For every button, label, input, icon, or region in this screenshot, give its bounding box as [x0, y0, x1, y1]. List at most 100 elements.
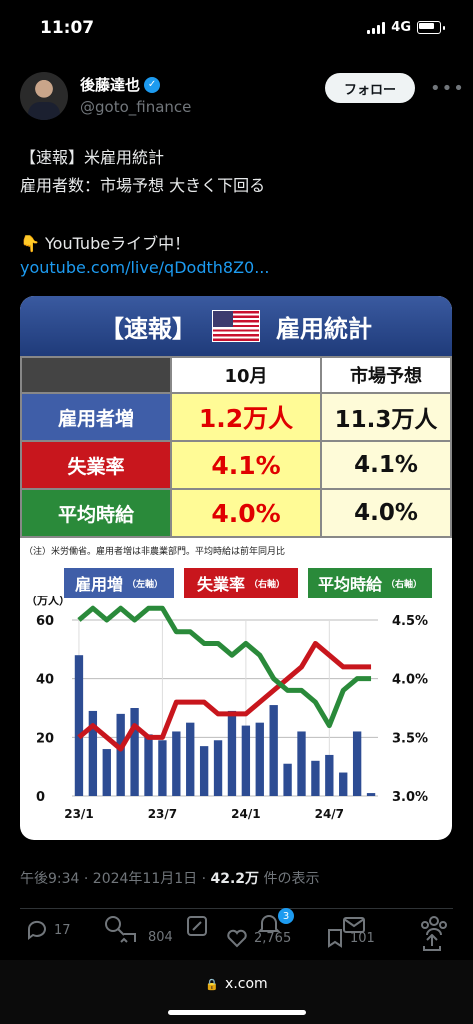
row-label: 平均時給 [20, 488, 172, 538]
tweet-live-line: 👇 YouTubeライブ中！ [20, 234, 191, 253]
retweet-count: 804 [148, 929, 173, 945]
follow-button[interactable]: フォロー [325, 73, 415, 103]
author-name-row[interactable]: 後藤達也 ✓ [80, 74, 161, 95]
lock-icon: 🔒 [205, 977, 220, 991]
avatar[interactable] [20, 72, 68, 120]
like-count: 2,765 [254, 930, 292, 946]
compose-button[interactable] [186, 915, 208, 941]
youtube-link[interactable]: youtube.com/live/qDodth8Z0... [20, 258, 270, 277]
left-unit-label: （万人） [26, 596, 70, 607]
tweet-line-1: 【速報】米雇用統計 [20, 148, 165, 167]
reply-button[interactable]: 17 [26, 920, 71, 940]
more-options-icon[interactable]: ••• [430, 78, 465, 99]
legend-axis: （左軸） [127, 579, 164, 590]
author-name[interactable]: 後藤達也 [80, 76, 141, 94]
communities-button[interactable] [420, 915, 448, 941]
notifications-button[interactable]: 3 [257, 908, 294, 940]
chart-note: （注）米労働省。雇用者増は非農業部門。平均時給は前年同月比 [24, 547, 286, 557]
row-value: 4.0% [170, 488, 322, 538]
card-title-prefix: 【速報】 [100, 314, 196, 343]
share-icon [423, 933, 441, 951]
compose-icon [187, 916, 207, 936]
jobs-chart: （万人） 60 40 20 0 4.5% 4.0% 3.5% 3.0% 23/1 23/7 24/1… [26, 596, 428, 821]
notification-badge: 3 [278, 908, 294, 924]
search-home-button[interactable] [104, 915, 126, 937]
legend-label: 雇用増 [74, 575, 123, 594]
like-button[interactable]: 2,765 [226, 928, 291, 948]
x-tick-label: 24/7 [315, 807, 344, 821]
battery-icon [417, 21, 441, 34]
url-text: x.com [225, 976, 268, 992]
bookmark-count: 101 [350, 930, 375, 946]
unemployment-line [77, 640, 372, 752]
stats-table: 10月 市場予想 雇用者増 1.2万人 11.3万人 失業率 4.1% 4.1%… [20, 356, 452, 538]
employment-bar [213, 740, 223, 796]
legend-label: 平均時給 [317, 575, 382, 594]
url-display[interactable]: 🔒 x.com [0, 976, 473, 992]
bookmark-icon [328, 929, 342, 948]
communities-icon [421, 916, 447, 936]
row-forecast: 4.0% [320, 488, 452, 538]
legend-axis: （右軸） [249, 579, 286, 590]
retweet-button[interactable]: 804 [120, 928, 173, 946]
employment-bar [199, 746, 209, 796]
legend-employment: 雇用増 （左軸） [64, 568, 174, 598]
legend-wages: 平均時給 （右軸） [308, 568, 432, 598]
employment-bar [172, 731, 181, 796]
network-label: 4G [391, 20, 411, 35]
x-tick-label: 23/7 [148, 807, 177, 821]
row-forecast: 11.3万人 [320, 392, 452, 442]
action-bar-overlay [0, 910, 473, 960]
x-tick-label: 24/1 [231, 807, 260, 821]
table-corner [20, 356, 172, 394]
employment-bar [241, 725, 251, 796]
employment-bar [144, 734, 153, 796]
row-forecast: 4.1% [320, 440, 452, 490]
right-tick-label: 4.0% [392, 673, 428, 688]
row-label: 雇用者増 [20, 392, 172, 442]
left-tick-label: 60 [36, 614, 54, 629]
employment-bar [74, 655, 84, 796]
x-tick-label: 23/1 [64, 807, 93, 821]
us-flag-icon [212, 310, 260, 342]
employment-bar [352, 731, 362, 796]
employment-bar [366, 793, 376, 796]
employment-bar [325, 754, 334, 796]
card-title: 【速報】 雇用統計 [20, 296, 452, 356]
employment-bar [227, 710, 237, 796]
col-month: 10月 [170, 356, 322, 394]
row-value: 4.1% [170, 440, 322, 490]
employment-bar [283, 763, 292, 796]
messages-button[interactable] [342, 915, 366, 939]
share-button[interactable] [420, 933, 444, 956]
search-icon [105, 916, 125, 936]
post-meta: 午後9:34 · 2024年11月1日 · 42.2万 件の表示 [20, 868, 320, 888]
divider [20, 908, 453, 909]
employment-bar [102, 749, 111, 796]
mail-icon [343, 917, 365, 933]
right-tick-label: 3.5% [392, 731, 428, 746]
right-tick-label: 4.5% [392, 614, 428, 629]
tweet-line-2: 雇用者数：市場予想 大きく下回る [20, 176, 266, 195]
views-suffix: 件の表示 [259, 871, 320, 887]
bookmark-button[interactable]: 101 [326, 928, 375, 948]
left-tick-label: 40 [36, 673, 54, 688]
row-label: 失業率 [20, 440, 172, 490]
row-value: 1.2万人 [170, 392, 322, 442]
tweet-image[interactable]: 【速報】 雇用統計 10月 市場予想 雇用者増 1.2万人 11.3万人 失業率… [20, 296, 452, 840]
bell-icon [257, 915, 281, 932]
battery-tip [443, 25, 445, 30]
legend-axis: （右軸） [386, 579, 423, 590]
employment-bar [269, 705, 278, 796]
employment-bar [255, 722, 264, 796]
home-indicator[interactable] [168, 1010, 306, 1015]
left-tick-label: 0 [36, 790, 45, 805]
status-time: 11:07 [40, 18, 95, 38]
employment-bar [116, 713, 125, 796]
employment-bar [311, 760, 320, 796]
employment-bar [88, 710, 98, 796]
author-handle[interactable]: @goto_finance [80, 98, 192, 116]
employment-bar [186, 722, 195, 796]
reply-icon [27, 920, 46, 940]
retweet-icon [120, 933, 136, 943]
